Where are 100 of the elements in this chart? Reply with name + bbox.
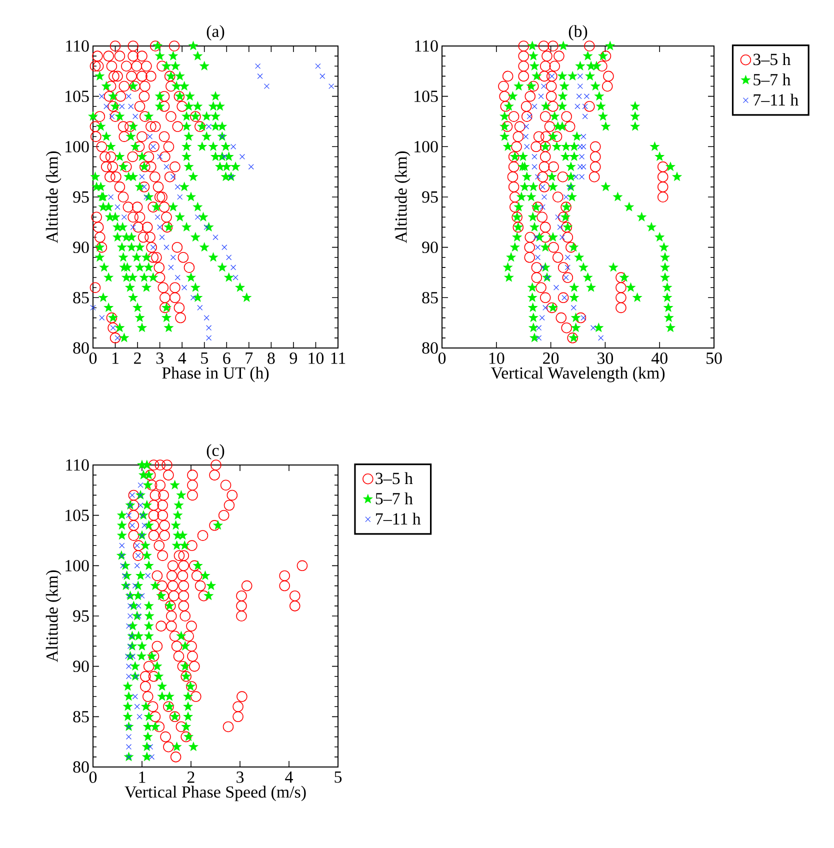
point (576, 94, 582, 100)
point (128, 633, 134, 639)
point (553, 284, 560, 290)
x-tick-label: 1 (139, 772, 146, 783)
point (159, 234, 165, 240)
point (567, 184, 573, 190)
point (126, 94, 132, 100)
point (119, 542, 125, 548)
x-tick-label: 0 (438, 352, 446, 364)
x-tick-label: 50 (706, 352, 722, 364)
y-axis-title: Altitude (km) (394, 151, 410, 244)
point (532, 104, 538, 110)
point (580, 134, 586, 140)
point (126, 734, 132, 740)
point (524, 144, 530, 150)
point (168, 264, 174, 270)
point (174, 274, 180, 280)
point (222, 244, 228, 250)
y-tick-label: 85 (73, 710, 89, 722)
point (230, 144, 236, 150)
point (532, 164, 538, 170)
point (582, 114, 588, 120)
x-tick-label: 2 (134, 352, 141, 364)
x-tick-label: 40 (651, 352, 668, 364)
y-tick-label: 95 (73, 610, 89, 622)
x-tick-label: 2 (188, 772, 194, 783)
legend-label: 5–7 h (754, 73, 791, 86)
point (126, 593, 132, 599)
point (255, 63, 261, 69)
point (134, 562, 140, 568)
point (138, 482, 144, 488)
point (164, 244, 170, 250)
x-tick-label: 3 (156, 352, 164, 364)
x-tick-label: 0 (89, 352, 97, 364)
point (564, 254, 570, 260)
y-tick-label: 90 (73, 660, 89, 672)
legend-label: 5–7 h (376, 492, 413, 504)
point (126, 724, 132, 730)
point (132, 114, 138, 120)
x-axis-title: Vertical Wavelength (km) (490, 366, 665, 382)
point (542, 194, 548, 200)
point (574, 104, 580, 110)
point (580, 164, 586, 170)
point (580, 144, 586, 150)
point (232, 274, 238, 280)
point (534, 254, 541, 260)
point (248, 164, 254, 170)
point (577, 83, 583, 90)
chart-title: (a) (206, 25, 224, 40)
y-tick-label: 80 (73, 342, 89, 354)
x-tick-label: 7 (246, 352, 253, 364)
x-tick-label: 20 (543, 352, 559, 364)
point (108, 194, 114, 200)
point (579, 154, 585, 160)
point (174, 184, 180, 190)
point (598, 335, 604, 341)
x-tick-label: 3 (236, 772, 244, 783)
point (204, 224, 210, 230)
point (157, 224, 163, 230)
point (127, 643, 134, 649)
point (170, 254, 176, 260)
point (540, 83, 546, 90)
y-tick-label: 85 (73, 292, 89, 304)
point (577, 164, 583, 170)
x-tick-label: 10 (489, 352, 504, 364)
legend-label: 7–11 h (376, 512, 421, 524)
point (145, 572, 151, 578)
chart-title: (c) (206, 444, 224, 460)
point (539, 315, 545, 321)
point (121, 214, 127, 220)
point (124, 583, 130, 589)
legend-label: 3–5 h (753, 53, 791, 66)
point (190, 294, 196, 300)
point (136, 613, 142, 619)
x-tick-label: 8 (268, 352, 275, 364)
point (538, 94, 544, 100)
chart-title: (b) (568, 25, 588, 40)
y-axis-title: Altitude (km) (46, 570, 62, 662)
point (127, 613, 134, 619)
y-tick-label: 110 (66, 459, 89, 471)
y-tick-label: 95 (73, 191, 89, 203)
point (577, 73, 583, 79)
x-tick-label: 5 (334, 772, 342, 783)
y-tick-label: 105 (66, 90, 89, 102)
point (119, 104, 125, 110)
point (204, 315, 210, 321)
point (532, 154, 538, 160)
point (157, 154, 163, 160)
point (226, 254, 232, 260)
point (328, 83, 334, 90)
y-tick-label: 105 (414, 90, 438, 102)
point (177, 194, 183, 200)
point (212, 234, 218, 240)
point (140, 512, 146, 518)
point (134, 704, 140, 710)
point (144, 194, 150, 200)
point (206, 325, 212, 331)
point (164, 164, 170, 170)
y-tick-label: 85 (422, 292, 438, 304)
y-tick-label: 100 (66, 140, 89, 152)
